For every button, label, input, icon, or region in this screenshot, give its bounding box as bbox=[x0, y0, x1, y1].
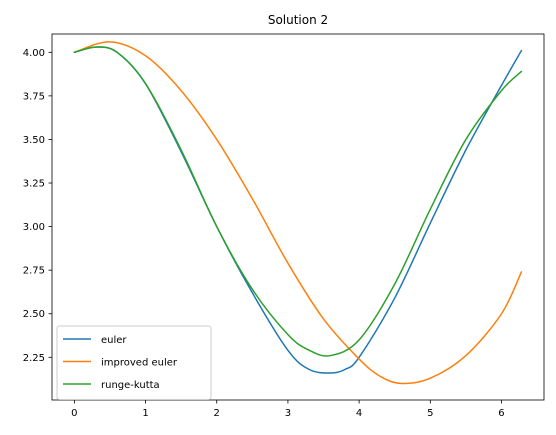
series-line-euler bbox=[73, 46, 523, 374]
axes-frame bbox=[51, 33, 545, 401]
y-tick-label: 2.75 bbox=[23, 266, 45, 277]
x-axis-ticks: 0 1 2 3 4 5 6 bbox=[71, 400, 505, 419]
x-tick-label: 2 bbox=[214, 408, 220, 419]
chart-title: Solution 2 bbox=[268, 13, 328, 27]
series-line-improved-euler bbox=[73, 41, 523, 385]
x-tick-label: 1 bbox=[142, 408, 148, 419]
legend: euler improved euler runge-kutta bbox=[56, 325, 212, 400]
series-line-runge-kutta bbox=[73, 46, 523, 357]
y-tick-label: 3.50 bbox=[23, 135, 45, 146]
y-tick-label: 3.00 bbox=[23, 222, 45, 233]
x-tick-label: 4 bbox=[356, 408, 362, 419]
y-tick-label: 3.75 bbox=[23, 91, 45, 102]
y-tick-label: 2.50 bbox=[23, 309, 45, 320]
x-tick-label: 5 bbox=[427, 408, 433, 419]
legend-label: improved euler bbox=[101, 358, 178, 369]
legend-box bbox=[56, 325, 212, 400]
legend-label: euler bbox=[101, 335, 127, 346]
x-tick-label: 3 bbox=[285, 408, 291, 419]
y-tick-label: 3.25 bbox=[23, 179, 45, 190]
y-axis-ticks: 2.25 2.50 2.75 3.00 3.25 3.50 3.75 4.00 bbox=[23, 48, 52, 364]
x-tick-label: 0 bbox=[71, 408, 77, 419]
y-tick-label: 4.00 bbox=[23, 48, 45, 59]
y-tick-label: 2.25 bbox=[23, 353, 45, 364]
legend-label: runge-kutta bbox=[101, 380, 160, 391]
x-tick-label: 6 bbox=[498, 408, 504, 419]
series-lines bbox=[73, 41, 523, 385]
